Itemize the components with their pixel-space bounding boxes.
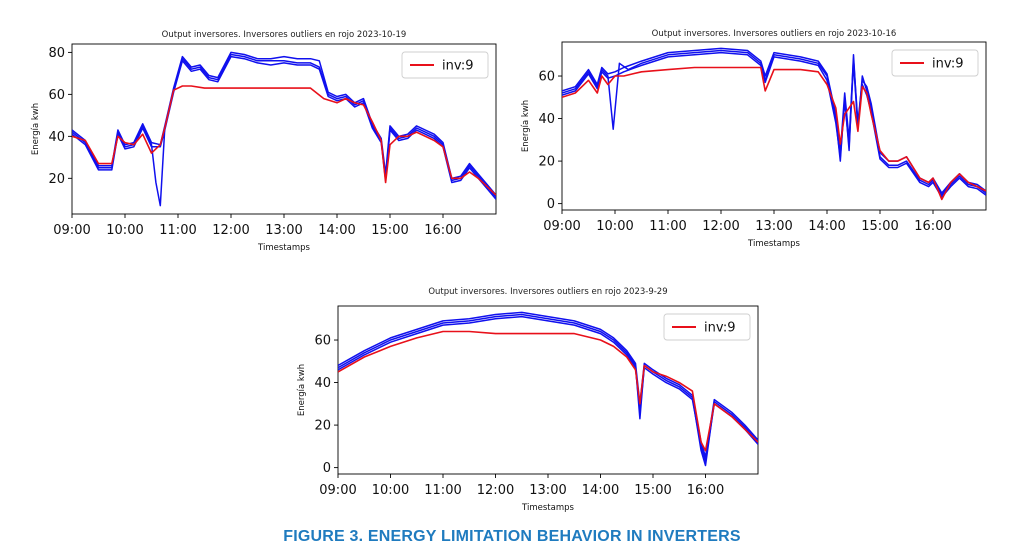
legend-entry: inv:9 <box>442 59 473 74</box>
x-tick-label: 16:00 <box>914 219 951 234</box>
series-line-outlier <box>338 330 758 452</box>
series-group <box>72 51 496 207</box>
y-tick-label: 20 <box>314 419 331 434</box>
y-tick-label: 0 <box>323 461 331 476</box>
y-axis-label: Energía kwh <box>31 103 41 155</box>
y-tick-label: 60 <box>48 88 65 103</box>
series-line-normal <box>338 311 758 458</box>
x-axis-label: Timestamps <box>521 503 574 513</box>
x-tick-label: 11:00 <box>159 223 196 238</box>
x-tick-label: 10:00 <box>106 223 143 238</box>
series-line-normal <box>72 55 496 200</box>
chart-svg: Output inversores. Inversores outliers e… <box>297 287 759 513</box>
series-line-normal <box>72 53 496 207</box>
y-tick-label: 40 <box>48 130 65 145</box>
series-line-normal <box>562 51 986 198</box>
legend-entry: inv:9 <box>932 57 963 72</box>
series-group <box>562 47 986 201</box>
x-tick-label: 13:00 <box>265 223 302 238</box>
x-tick-label: 12:00 <box>702 219 739 234</box>
y-tick-label: 20 <box>538 155 555 170</box>
x-tick-label: 15:00 <box>861 219 898 234</box>
x-tick-label: 09:00 <box>543 219 580 234</box>
x-axis-label: Timestamps <box>257 243 310 253</box>
chart-svg: Output inversores. Inversores outliers e… <box>521 29 987 249</box>
x-tick-label: 10:00 <box>372 483 409 498</box>
legend-box <box>663 313 751 341</box>
y-tick-label: 60 <box>314 334 331 349</box>
series-line-outlier <box>562 66 986 201</box>
y-tick-label: 40 <box>314 376 331 391</box>
legend-entry: inv:9 <box>704 321 735 336</box>
series-line-normal <box>72 51 496 196</box>
figure-caption: FIGURE 3. ENERGY LIMITATION BEHAVIOR IN … <box>283 528 741 545</box>
y-axis-label: Energía kwh <box>521 100 531 152</box>
x-tick-label: 11:00 <box>424 483 461 498</box>
x-tick-label: 09:00 <box>319 483 356 498</box>
legend-box <box>401 51 489 79</box>
series-group <box>338 311 758 467</box>
chart-svg: Output inversores. Inversores outliers e… <box>31 30 497 253</box>
x-tick-label: 10:00 <box>596 219 633 234</box>
chart-title: Output inversores. Inversores outliers e… <box>162 30 407 40</box>
y-axis-label: Energía kwh <box>297 364 307 416</box>
x-tick-label: 14:00 <box>808 219 845 234</box>
x-tick-label: 12:00 <box>212 223 249 238</box>
x-tick-label: 12:00 <box>477 483 514 498</box>
x-tick-label: 11:00 <box>649 219 686 234</box>
chart-title: Output inversores. Inversores outliers e… <box>652 29 897 39</box>
x-tick-label: 16:00 <box>687 483 724 498</box>
legend-box <box>891 49 979 77</box>
x-tick-label: 09:00 <box>53 223 90 238</box>
x-tick-label: 15:00 <box>634 483 671 498</box>
y-tick-label: 20 <box>48 172 65 187</box>
series-line-normal <box>338 313 758 467</box>
x-tick-label: 16:00 <box>424 223 461 238</box>
y-tick-label: 60 <box>538 70 555 85</box>
x-tick-label: 14:00 <box>318 223 355 238</box>
x-tick-label: 15:00 <box>371 223 408 238</box>
x-tick-label: 14:00 <box>582 483 619 498</box>
chart-panel-2023-9-29: Output inversores. Inversores outliers e… <box>270 278 770 518</box>
chart-panel-2023-10-19: Output inversores. Inversores outliers e… <box>0 0 520 270</box>
chart-title: Output inversores. Inversores outliers e… <box>428 287 667 297</box>
y-tick-label: 40 <box>538 112 555 127</box>
chart-panel-2023-10-16: Output inversores. Inversores outliers e… <box>520 0 1024 270</box>
y-tick-label: 0 <box>547 197 555 212</box>
series-line-normal <box>338 315 758 462</box>
x-axis-label: Timestamps <box>747 239 800 249</box>
series-line-outlier <box>72 85 496 196</box>
x-tick-label: 13:00 <box>755 219 792 234</box>
x-tick-label: 13:00 <box>529 483 566 498</box>
y-tick-label: 80 <box>48 46 65 61</box>
